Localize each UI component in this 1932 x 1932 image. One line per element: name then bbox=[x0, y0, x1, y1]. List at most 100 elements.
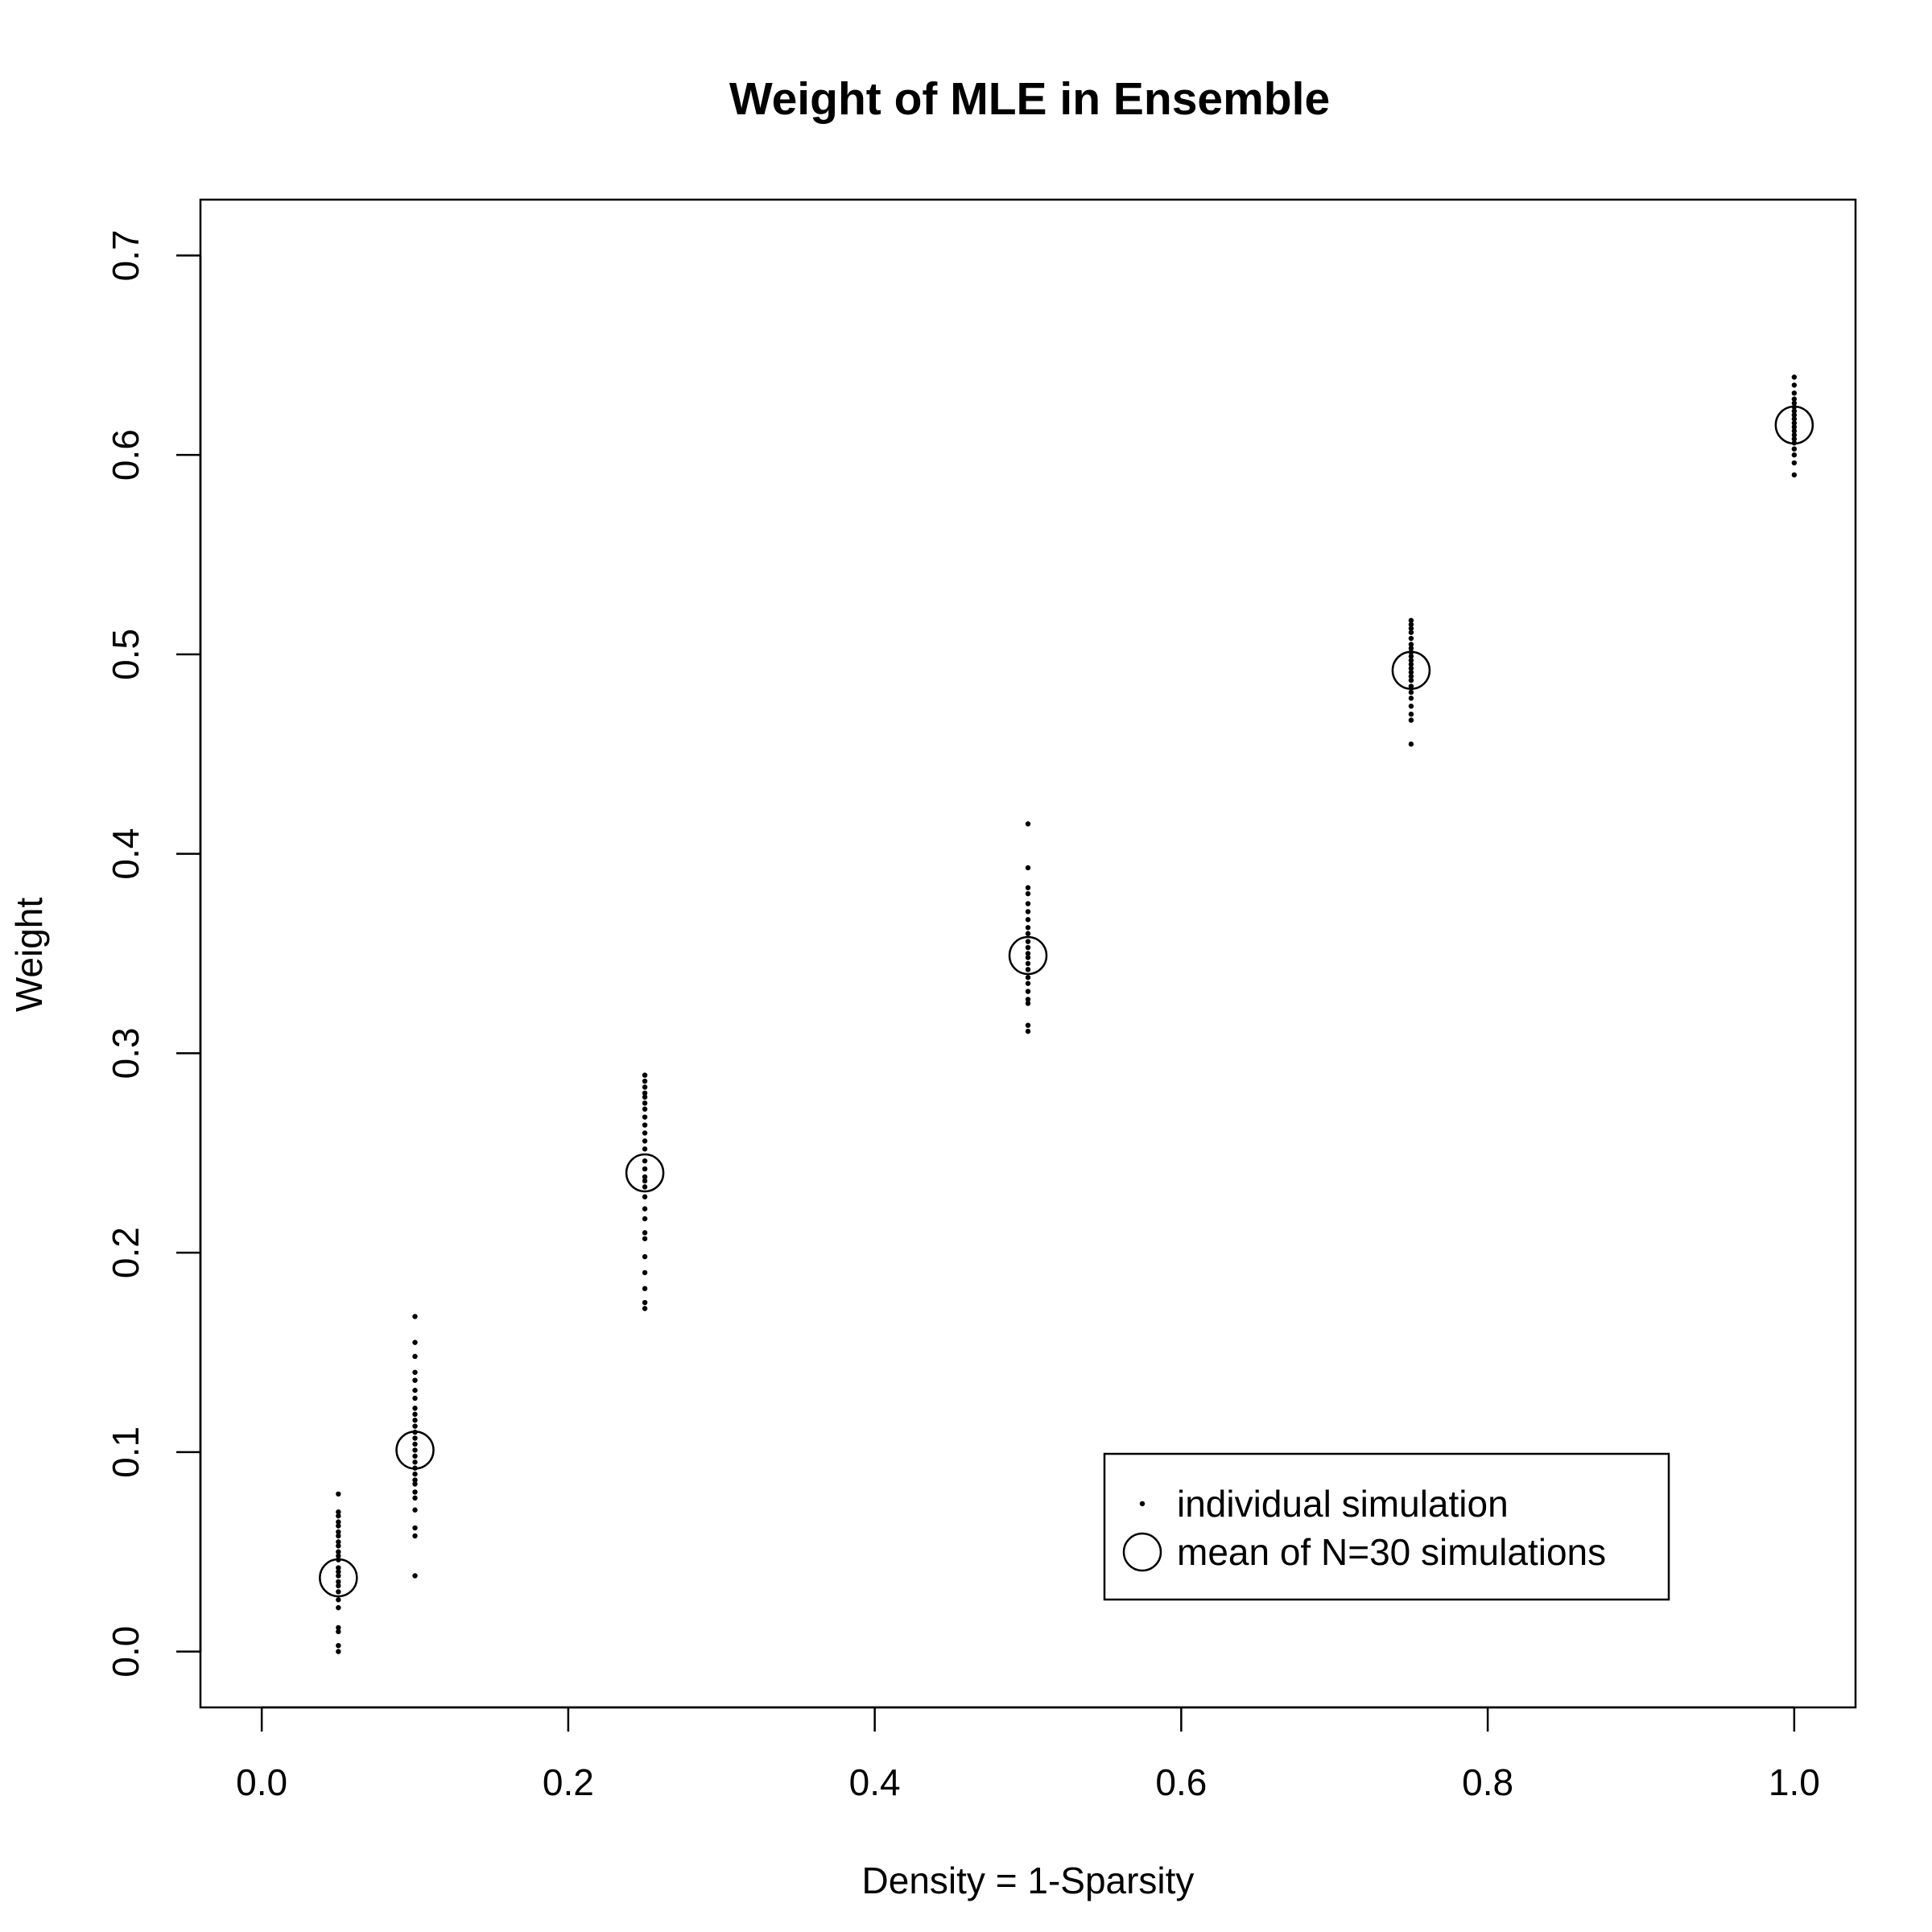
simulation-point bbox=[336, 1509, 341, 1515]
simulation-point bbox=[1791, 432, 1798, 438]
mean-marker bbox=[625, 1153, 665, 1193]
y-tick-label: 0.6 bbox=[105, 429, 147, 481]
simulation-point bbox=[1408, 673, 1414, 679]
simulation-point bbox=[412, 1314, 418, 1319]
simulation-point bbox=[642, 1138, 648, 1144]
simulation-point bbox=[1408, 711, 1414, 717]
simulation-point bbox=[1025, 931, 1031, 936]
simulation-point bbox=[1791, 446, 1798, 452]
simulation-point bbox=[1408, 741, 1414, 747]
simulation-point bbox=[642, 1269, 648, 1276]
x-tick-label: 0.6 bbox=[1155, 1761, 1207, 1803]
simulation-point bbox=[336, 1543, 341, 1549]
simulation-point bbox=[642, 1253, 648, 1260]
simulation-point bbox=[642, 1078, 648, 1084]
simulation-point bbox=[642, 1174, 648, 1180]
simulation-point bbox=[642, 1100, 648, 1106]
simulation-point bbox=[1025, 901, 1031, 906]
simulation-point bbox=[336, 1529, 341, 1535]
simulation-point bbox=[642, 1206, 648, 1212]
simulation-point bbox=[1408, 625, 1414, 631]
simulation-point bbox=[336, 1519, 341, 1525]
simulation-point bbox=[1408, 654, 1414, 659]
simulation-point bbox=[412, 1353, 418, 1360]
simulation-point bbox=[642, 1194, 648, 1199]
simulation-point bbox=[336, 1569, 341, 1575]
x-tick-label: 0.8 bbox=[1462, 1761, 1513, 1803]
x-tick-label: 0.0 bbox=[236, 1761, 287, 1803]
simulation-point bbox=[1025, 997, 1031, 1002]
x-axis-label: Density = 1-Sparsity bbox=[862, 1860, 1195, 1901]
simulation-point bbox=[1025, 1028, 1031, 1034]
simulation-point bbox=[412, 1377, 418, 1383]
legend-dot-marker bbox=[1139, 1501, 1146, 1507]
simulation-point bbox=[1408, 642, 1414, 647]
simulation-point bbox=[1408, 689, 1414, 696]
x-tick-label: 0.2 bbox=[543, 1761, 594, 1803]
y-tick-label: 0.3 bbox=[105, 1027, 147, 1079]
simulation-point bbox=[1408, 683, 1414, 689]
simulation-point bbox=[412, 1447, 418, 1453]
simulation-point bbox=[1408, 635, 1414, 642]
mean-marker bbox=[1008, 935, 1048, 976]
y-tick-label: 0.0 bbox=[105, 1626, 147, 1678]
simulation-point bbox=[336, 1533, 341, 1539]
simulation-point bbox=[642, 1084, 648, 1090]
x-axis: 0.0 0.2 0.4 0.6 0.8 1.0 bbox=[236, 1706, 1820, 1803]
legend: individual simulation mean of N=30 simul… bbox=[1103, 1452, 1670, 1601]
simulation-point bbox=[412, 1340, 418, 1345]
simulation-point bbox=[642, 1158, 648, 1164]
simulation-point bbox=[336, 1579, 341, 1585]
simulation-point bbox=[1791, 400, 1798, 406]
simulation-point bbox=[336, 1649, 341, 1654]
simulation-point bbox=[336, 1523, 341, 1529]
simulation-point bbox=[1408, 630, 1414, 635]
simulation-point bbox=[412, 1477, 418, 1483]
simulation-point bbox=[1025, 989, 1031, 994]
simulation-point bbox=[1408, 696, 1414, 701]
simulation-point bbox=[1408, 669, 1414, 675]
y-tick-label: 0.5 bbox=[105, 629, 147, 680]
simulation-point bbox=[1791, 408, 1798, 414]
simulation-point bbox=[412, 1406, 418, 1411]
simulation-point bbox=[412, 1411, 418, 1418]
simulation-point bbox=[1408, 621, 1414, 627]
simulation-point bbox=[642, 1306, 648, 1311]
y-axis: 0.0 0.1 0.2 0.3 0.4 0.5 0.6 0.7 bbox=[105, 229, 202, 1678]
simulation-point bbox=[1408, 617, 1414, 623]
simulation-point bbox=[1791, 412, 1798, 418]
mean-marker bbox=[1391, 650, 1431, 690]
simulation-point bbox=[1791, 390, 1798, 396]
y-axis-label: Weight bbox=[8, 898, 50, 1013]
x-tick-label: 1.0 bbox=[1769, 1761, 1820, 1803]
simulation-point bbox=[412, 1481, 418, 1487]
simulation-point bbox=[1025, 951, 1031, 956]
simulation-point bbox=[412, 1507, 418, 1513]
simulation-point bbox=[1025, 975, 1031, 980]
simulation-point bbox=[1791, 472, 1798, 478]
simulation-point bbox=[1791, 424, 1798, 430]
simulation-point bbox=[412, 1369, 418, 1375]
simulation-point bbox=[1408, 704, 1414, 709]
simulation-point bbox=[642, 1130, 648, 1136]
chart-title: Weight of MLE in Ensemble bbox=[729, 73, 1330, 125]
simulation-point bbox=[1791, 452, 1798, 458]
simulation-point bbox=[412, 1489, 418, 1495]
simulation-point bbox=[1408, 662, 1414, 667]
simulation-point bbox=[642, 1230, 648, 1236]
simulation-point bbox=[1025, 967, 1031, 972]
simulation-point bbox=[1025, 925, 1031, 931]
x-tick-label: 0.4 bbox=[849, 1761, 901, 1803]
simulation-point bbox=[336, 1604, 341, 1611]
simulation-point bbox=[336, 1589, 341, 1595]
simulation-point bbox=[412, 1573, 418, 1579]
simulation-point bbox=[1025, 865, 1031, 871]
y-tick-label: 0.4 bbox=[105, 828, 147, 880]
simulation-point bbox=[1408, 717, 1414, 723]
simulation-point bbox=[1791, 428, 1798, 434]
simulation-point bbox=[336, 1624, 341, 1631]
simulation-point bbox=[642, 1114, 648, 1120]
individual-points bbox=[336, 374, 1798, 1654]
simulation-point bbox=[642, 1184, 648, 1190]
